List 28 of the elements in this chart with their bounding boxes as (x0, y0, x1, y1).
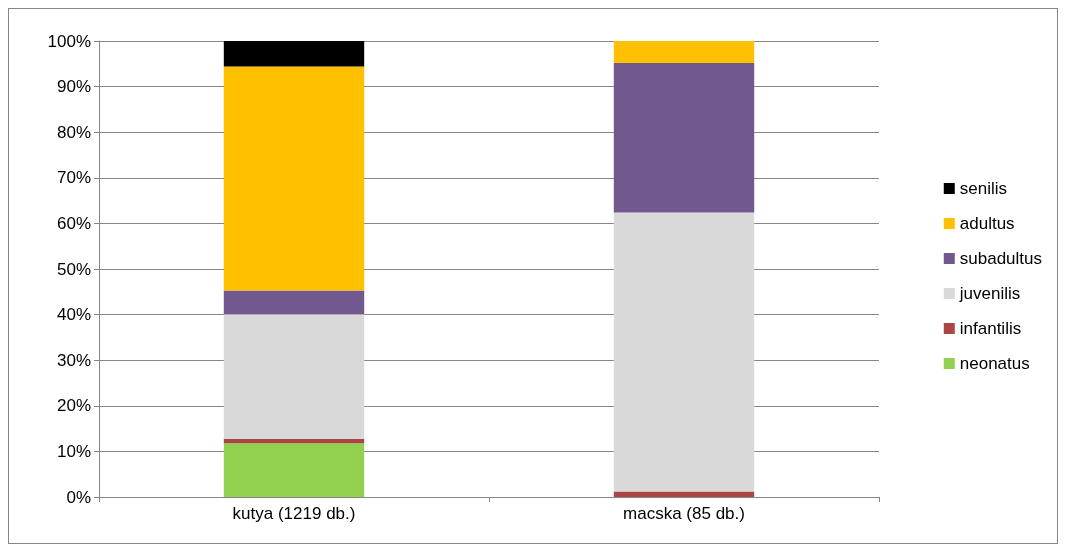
legend-label: infantilis (959, 319, 1022, 338)
legend-label: senilis (959, 179, 1008, 198)
y-tick-label: 30% (56, 350, 91, 370)
y-tick-label: 90% (56, 77, 91, 97)
bar (613, 491, 755, 497)
y-tick-label: 40% (56, 305, 91, 325)
x-tick-label: macska (85 db.) (623, 504, 745, 523)
legend-label: neonatus (959, 354, 1030, 373)
bar (613, 62, 755, 213)
y-tick-label: 60% (56, 213, 91, 233)
y-tick-label: 20% (56, 396, 91, 416)
bar (223, 66, 365, 291)
y-tick-label: 0% (66, 487, 91, 507)
legend-label: adultus (959, 214, 1015, 233)
bar (613, 41, 755, 63)
bar (223, 443, 365, 497)
y-tick-label: 50% (56, 259, 91, 279)
bar (613, 212, 755, 492)
y-tick-label: 80% (56, 122, 91, 142)
y-tick-label: 70% (56, 168, 91, 188)
y-tick-label: 100% (47, 31, 91, 51)
bar (223, 41, 365, 67)
y-tick-label: 10% (56, 441, 91, 461)
legend-label: subadultus (959, 249, 1043, 268)
bar (223, 290, 365, 315)
bar (223, 314, 365, 439)
legend-label: juvenilis (958, 284, 1021, 303)
x-tick-label: kutya (1219 db.) (232, 504, 356, 523)
